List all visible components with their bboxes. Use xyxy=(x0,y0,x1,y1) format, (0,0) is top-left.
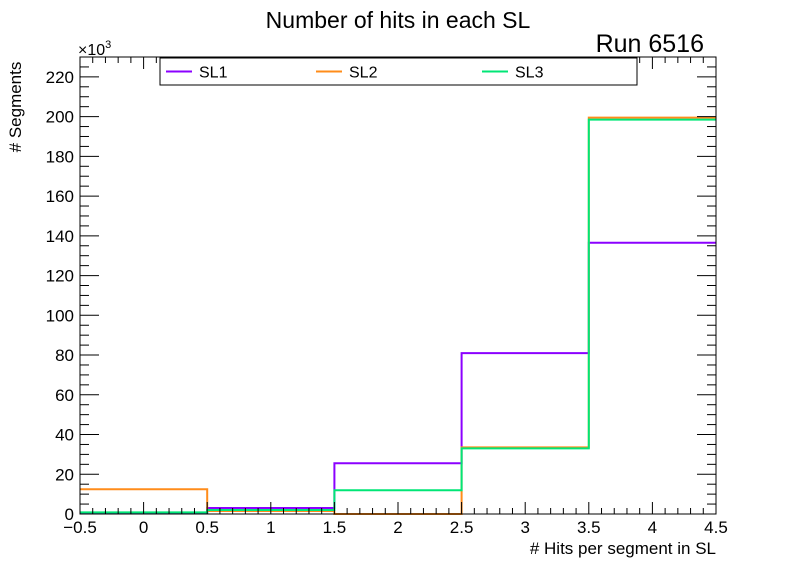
y-axis-multiplier: ×103 xyxy=(78,39,111,59)
y-multiplier-exponent: 3 xyxy=(105,39,111,51)
y-tick-label: 80 xyxy=(55,346,74,365)
y-tick-label: 220 xyxy=(46,68,74,87)
y-tick-label: 20 xyxy=(55,465,74,484)
x-tick-label: 0 xyxy=(139,518,148,537)
y-axis-label: # Segments xyxy=(6,62,25,153)
bin-sl3-4 xyxy=(590,118,715,122)
x-tick-label: 1 xyxy=(266,518,275,537)
bin-sl1-2 xyxy=(335,461,460,465)
y-tick-label: 160 xyxy=(46,187,74,206)
bin-sl2-0 xyxy=(81,487,206,491)
bin-sl1-3 xyxy=(463,351,588,355)
x-tick-label: 3 xyxy=(520,518,529,537)
y-tick-label: 120 xyxy=(46,267,74,286)
chart-title: Number of hits in each SL xyxy=(266,7,531,33)
y-tick-label: 40 xyxy=(55,426,74,445)
plot-frame xyxy=(79,56,717,515)
series-line-sl3 xyxy=(80,118,716,514)
y-tick-label: 100 xyxy=(46,306,74,325)
series-layer xyxy=(80,116,716,515)
series-line-sl2 xyxy=(80,116,716,515)
y-tick-label: 180 xyxy=(46,147,74,166)
series-line-sl1 xyxy=(80,241,716,514)
x-tick-label: 3.5 xyxy=(577,518,601,537)
x-tick-label: 2.5 xyxy=(450,518,474,537)
y-tick-label: 200 xyxy=(46,108,74,127)
legend-label-sl2: SL2 xyxy=(349,65,378,82)
legend: SL1 SL2 SL3 xyxy=(159,57,638,86)
y-tick-label: 140 xyxy=(46,227,74,246)
run-annotation: Run 6516 xyxy=(596,30,704,58)
x-tick-label: 0.5 xyxy=(195,518,219,537)
legend-box xyxy=(159,57,638,86)
legend-label-sl1: SL1 xyxy=(199,65,228,82)
x-tick-label: 4.5 xyxy=(704,518,728,537)
axes-layer: −0.5 0 0.5 1 1.5 2 2.5 3 3.5 4 4.50204060801001201… xyxy=(46,56,728,537)
x-tick-label: −0.5 xyxy=(63,518,97,537)
x-tick-label: 2 xyxy=(393,518,402,537)
x-axis-label: # Hits per segment in SL xyxy=(530,539,716,558)
legend-label-sl3: SL3 xyxy=(515,65,544,82)
y-tick-label: 0 xyxy=(65,505,74,524)
bin-sl1-4 xyxy=(590,241,715,245)
bin-sl3-2 xyxy=(335,488,460,492)
y-multiplier-base: ×10 xyxy=(78,42,105,59)
x-tick-label: 1.5 xyxy=(323,518,347,537)
x-tick-label: 4 xyxy=(648,518,657,537)
bin-sl3-3 xyxy=(463,446,588,450)
y-tick-label: 60 xyxy=(55,386,74,405)
